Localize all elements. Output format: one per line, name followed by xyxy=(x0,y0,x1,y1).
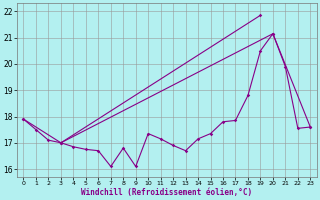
X-axis label: Windchill (Refroidissement éolien,°C): Windchill (Refroidissement éolien,°C) xyxy=(81,188,252,197)
